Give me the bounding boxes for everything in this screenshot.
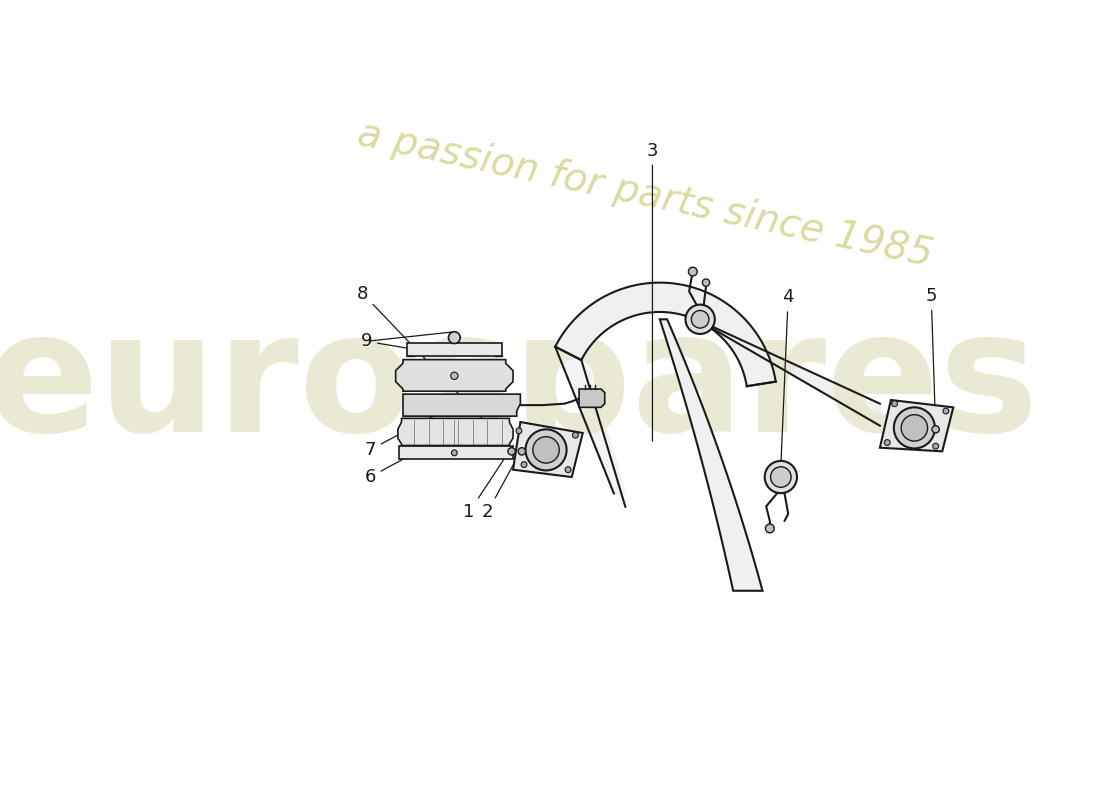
Circle shape <box>771 466 791 487</box>
Circle shape <box>685 305 715 334</box>
Text: eurospares: eurospares <box>0 304 1040 467</box>
Circle shape <box>689 267 697 276</box>
Circle shape <box>901 414 927 441</box>
Text: 7: 7 <box>364 406 452 459</box>
Text: 3: 3 <box>647 142 658 442</box>
Text: a passion for parts since 1985: a passion for parts since 1985 <box>354 115 936 274</box>
Polygon shape <box>513 422 583 477</box>
Circle shape <box>702 279 710 286</box>
Circle shape <box>892 401 898 406</box>
Circle shape <box>764 461 798 493</box>
Circle shape <box>518 448 526 455</box>
Polygon shape <box>556 282 776 386</box>
Circle shape <box>526 430 566 470</box>
Circle shape <box>766 524 774 533</box>
Text: 1: 1 <box>463 450 510 522</box>
FancyBboxPatch shape <box>407 342 502 356</box>
Circle shape <box>521 462 527 467</box>
Circle shape <box>449 332 460 343</box>
Polygon shape <box>398 418 513 446</box>
Circle shape <box>532 437 559 463</box>
Circle shape <box>933 443 938 449</box>
Circle shape <box>451 372 458 379</box>
Circle shape <box>894 407 935 449</box>
Circle shape <box>572 432 579 438</box>
Text: 9: 9 <box>361 332 452 355</box>
Polygon shape <box>403 394 520 416</box>
Circle shape <box>884 440 890 446</box>
Circle shape <box>565 466 571 473</box>
Text: 5: 5 <box>925 287 937 426</box>
Circle shape <box>516 428 521 434</box>
Text: 4: 4 <box>781 288 794 463</box>
Polygon shape <box>579 389 605 407</box>
Polygon shape <box>396 360 513 391</box>
Polygon shape <box>880 400 954 451</box>
Circle shape <box>943 408 949 414</box>
Polygon shape <box>660 319 762 590</box>
Circle shape <box>508 448 515 455</box>
Circle shape <box>691 310 708 328</box>
Circle shape <box>451 450 458 456</box>
Text: 6: 6 <box>364 433 452 486</box>
Circle shape <box>932 426 939 433</box>
FancyBboxPatch shape <box>399 446 513 458</box>
Text: 2: 2 <box>482 451 520 522</box>
Text: 8: 8 <box>358 285 509 447</box>
